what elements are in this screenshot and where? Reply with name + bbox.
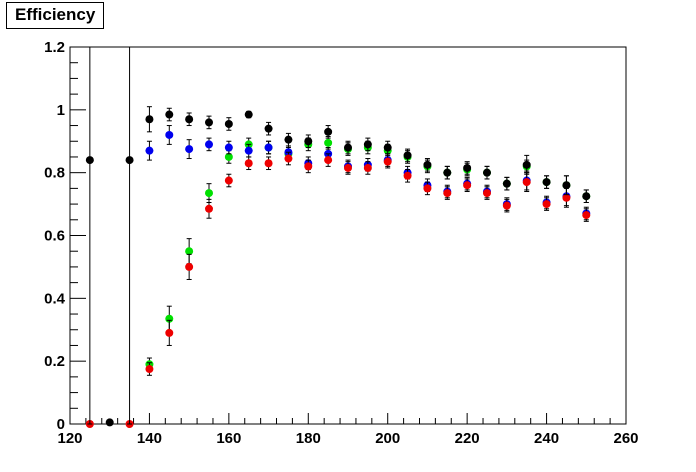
data-point — [145, 115, 154, 124]
y-tick-label: 1 — [57, 102, 65, 119]
data-point — [463, 181, 472, 190]
data-point — [224, 176, 233, 185]
data-point — [224, 152, 233, 161]
data-point — [324, 127, 333, 136]
data-point — [542, 200, 551, 209]
chart-title: Efficiency — [6, 2, 105, 29]
data-point — [562, 181, 571, 190]
data-point — [582, 211, 591, 220]
data-point — [443, 168, 452, 177]
data-point — [304, 162, 313, 171]
x-tick-label: 140 — [137, 430, 162, 447]
data-point — [423, 160, 432, 169]
data-markers — [85, 46, 591, 428]
data-point — [522, 178, 531, 187]
data-point — [224, 143, 233, 152]
data-point — [205, 189, 213, 198]
y-tick-label: 0.6 — [44, 228, 65, 245]
plot-frame — [69, 46, 627, 425]
axis-ticks — [69, 46, 627, 425]
data-point — [344, 163, 352, 172]
data-point — [244, 146, 253, 155]
data-point — [483, 168, 491, 177]
y-tick-label: 1.2 — [44, 39, 65, 56]
data-point — [284, 154, 293, 163]
data-point — [165, 130, 174, 139]
data-point — [502, 179, 511, 188]
y-tick-label: 0 — [57, 416, 65, 433]
data-point — [145, 146, 154, 155]
data-point — [244, 110, 253, 119]
y-tick-label: 0.4 — [44, 290, 66, 307]
data-point — [542, 178, 551, 187]
data-point — [443, 189, 452, 198]
data-point — [185, 262, 194, 271]
data-point — [363, 140, 372, 149]
data-point — [165, 110, 174, 119]
data-point — [483, 189, 491, 198]
data-point — [463, 163, 472, 172]
axis-tick-labels: 120 140 160 180 200 220 240 260 0 0.2 0.4 0.6 0.8 1 1.… — [44, 39, 638, 447]
x-tick-label: 120 — [57, 430, 82, 447]
data-point — [224, 119, 233, 128]
data-point — [244, 159, 253, 168]
data-point — [502, 201, 511, 210]
x-tick-label: 260 — [613, 430, 638, 447]
data-point — [205, 140, 213, 149]
x-tick-label: 160 — [216, 430, 241, 447]
data-point — [264, 143, 273, 152]
x-tick-label: 200 — [375, 430, 400, 447]
data-point — [185, 145, 194, 154]
data-point — [324, 156, 333, 165]
data-point — [205, 118, 213, 127]
data-point — [324, 138, 333, 147]
data-point — [423, 184, 432, 193]
data-point — [582, 192, 591, 201]
data-point — [522, 160, 531, 169]
y-tick-label: 0.8 — [44, 165, 65, 182]
data-point — [264, 124, 273, 133]
data-point — [363, 163, 372, 172]
x-tick-label: 180 — [296, 430, 321, 447]
data-point — [304, 137, 313, 146]
series-group — [85, 151, 591, 428]
y-tick-label: 0.2 — [44, 353, 65, 370]
data-point — [125, 156, 134, 165]
data-point — [264, 159, 273, 168]
data-point — [403, 151, 412, 160]
data-point — [205, 204, 213, 213]
data-point — [105, 418, 114, 427]
data-point — [185, 247, 194, 256]
data-point — [165, 328, 174, 337]
data-point — [85, 156, 94, 165]
data-point — [284, 135, 293, 144]
x-tick-label: 220 — [455, 430, 480, 447]
data-point — [383, 143, 392, 152]
data-point — [145, 365, 154, 374]
data-point — [562, 193, 571, 202]
x-tick-label: 240 — [534, 430, 559, 447]
series-group — [85, 46, 591, 427]
data-point — [185, 115, 194, 124]
data-point — [344, 143, 352, 152]
data-point — [403, 171, 412, 180]
data-point — [383, 157, 392, 166]
